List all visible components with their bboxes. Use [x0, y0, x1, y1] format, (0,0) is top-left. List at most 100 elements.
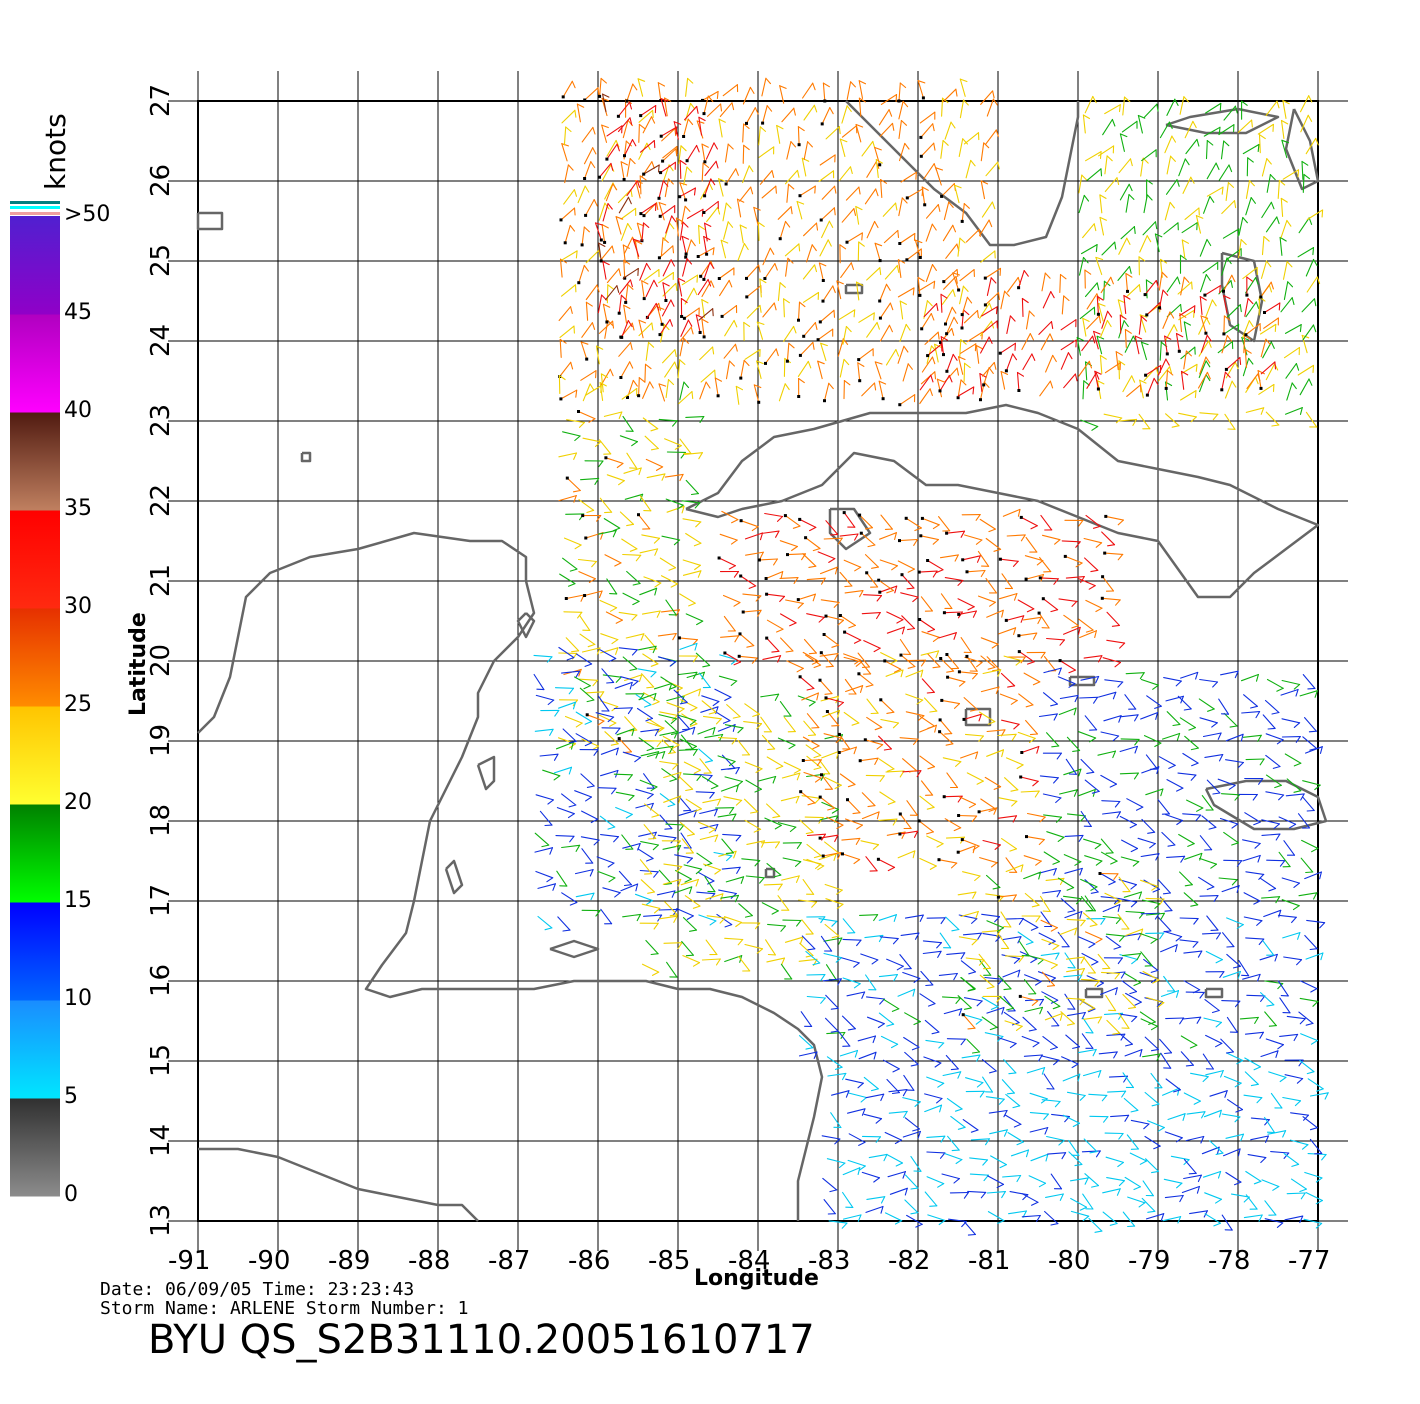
wind-barb — [1061, 320, 1076, 330]
wind-barb — [781, 796, 799, 800]
wind-barb — [1244, 1215, 1262, 1218]
wind-barb-tick — [876, 189, 878, 196]
wind-barb — [927, 1136, 945, 1137]
wind-barb-tick — [799, 244, 800, 251]
wind-barb-tick — [1002, 1192, 1006, 1198]
wind-barb — [646, 342, 648, 360]
wind-barb — [839, 167, 850, 181]
wind-barb — [1305, 1173, 1322, 1178]
wind-barb — [900, 234, 915, 244]
wind-barb — [766, 349, 777, 364]
wind-barb — [1307, 277, 1317, 292]
wind-barb-tick — [978, 311, 979, 318]
wind-barb-tick — [1051, 610, 1058, 612]
wind-barb-tick — [1113, 736, 1118, 741]
rain-flag — [883, 659, 886, 662]
wind-barb-tick — [877, 596, 881, 601]
wind-barb — [1127, 1135, 1138, 1149]
wind-barb — [1031, 1154, 1048, 1160]
wind-barb — [832, 1091, 849, 1096]
wind-barb — [759, 127, 761, 145]
wind-barb — [644, 165, 660, 174]
wind-barb — [1068, 1013, 1086, 1016]
wind-barb — [1301, 981, 1317, 989]
wind-barb-tick — [717, 719, 722, 724]
wind-barb — [1103, 917, 1121, 919]
wind-barb-tick — [1116, 352, 1122, 356]
wind-barb-tick — [775, 825, 781, 829]
wind-barb-tick — [1258, 145, 1259, 152]
wind-barb — [1079, 732, 1096, 738]
wind-barb — [906, 1175, 918, 1188]
wind-barb — [1303, 797, 1315, 811]
wind-barb — [785, 244, 799, 256]
wind-barb — [665, 902, 678, 915]
wind-barb-tick — [814, 105, 816, 112]
wind-barb-tick — [932, 224, 936, 230]
rain-flag — [1097, 388, 1100, 391]
wind-barb-tick — [1098, 983, 1104, 987]
wind-barb-tick — [628, 224, 632, 230]
wind-barb-tick — [1051, 928, 1057, 931]
wind-barb — [1266, 701, 1279, 713]
wind-barb-tick — [1247, 277, 1253, 281]
wind-barb-tick — [726, 853, 733, 854]
wind-barb-tick — [904, 1111, 908, 1117]
wind-barb — [576, 712, 591, 721]
wind-barb — [680, 439, 691, 453]
wind-barb — [787, 343, 788, 361]
wind-barb-tick — [1280, 861, 1284, 867]
wind-barb-tick — [1075, 374, 1077, 381]
wind-barb-tick — [911, 1188, 918, 1189]
wind-barb — [606, 184, 613, 201]
wind-barb — [986, 162, 998, 176]
wind-barb — [1085, 780, 1099, 791]
wind-barb-tick — [1294, 685, 1299, 690]
wind-barb — [1119, 1033, 1133, 1045]
wind-barb — [1180, 718, 1195, 728]
wind-barb — [624, 260, 625, 278]
wind-barb — [1006, 865, 1023, 872]
wind-barb — [684, 689, 701, 696]
wind-barb — [844, 1215, 862, 1219]
wind-barb — [867, 1197, 885, 1200]
wind-barb — [719, 119, 722, 137]
wind-barb-tick — [1168, 371, 1173, 376]
rain-flag — [900, 654, 903, 657]
wind-barb — [946, 917, 959, 929]
wind-barb — [706, 940, 717, 954]
wind-barb — [961, 752, 978, 758]
wind-barb-tick — [1258, 735, 1262, 741]
wind-barb — [718, 756, 735, 762]
rain-flag — [598, 176, 601, 179]
wind-barb-tick — [851, 167, 853, 174]
wind-barb-tick — [993, 91, 995, 98]
wind-barb-tick — [813, 549, 820, 551]
wind-barb-tick — [1094, 526, 1101, 528]
wind-barb — [1005, 1021, 1022, 1026]
wind-barb-tick — [832, 921, 837, 926]
rain-flag — [1017, 634, 1020, 637]
wind-barb — [1071, 1178, 1089, 1181]
wind-barb-tick — [1067, 888, 1074, 891]
wind-barb-tick — [1024, 271, 1028, 277]
wind-barb-tick — [1092, 427, 1098, 431]
wind-barb — [1281, 298, 1292, 312]
wind-barb — [900, 738, 918, 740]
wind-barb — [998, 934, 1008, 949]
wind-barb-tick — [1166, 359, 1169, 365]
wind-barb-tick — [1048, 986, 1055, 987]
wind-barb — [1182, 1187, 1199, 1193]
rain-flag — [943, 795, 946, 798]
wind-barb-tick — [872, 1089, 879, 1091]
wind-barb — [1168, 1114, 1185, 1120]
wind-barb-tick — [694, 770, 700, 773]
wind-barb — [1135, 336, 1139, 354]
wind-barb — [802, 796, 820, 799]
wind-barb-tick — [1131, 849, 1137, 852]
wind-barb — [645, 804, 659, 815]
wind-barb-tick — [1288, 282, 1293, 287]
wind-barb — [921, 124, 933, 138]
rain-flag — [999, 352, 1002, 355]
rain-flag — [965, 655, 968, 658]
